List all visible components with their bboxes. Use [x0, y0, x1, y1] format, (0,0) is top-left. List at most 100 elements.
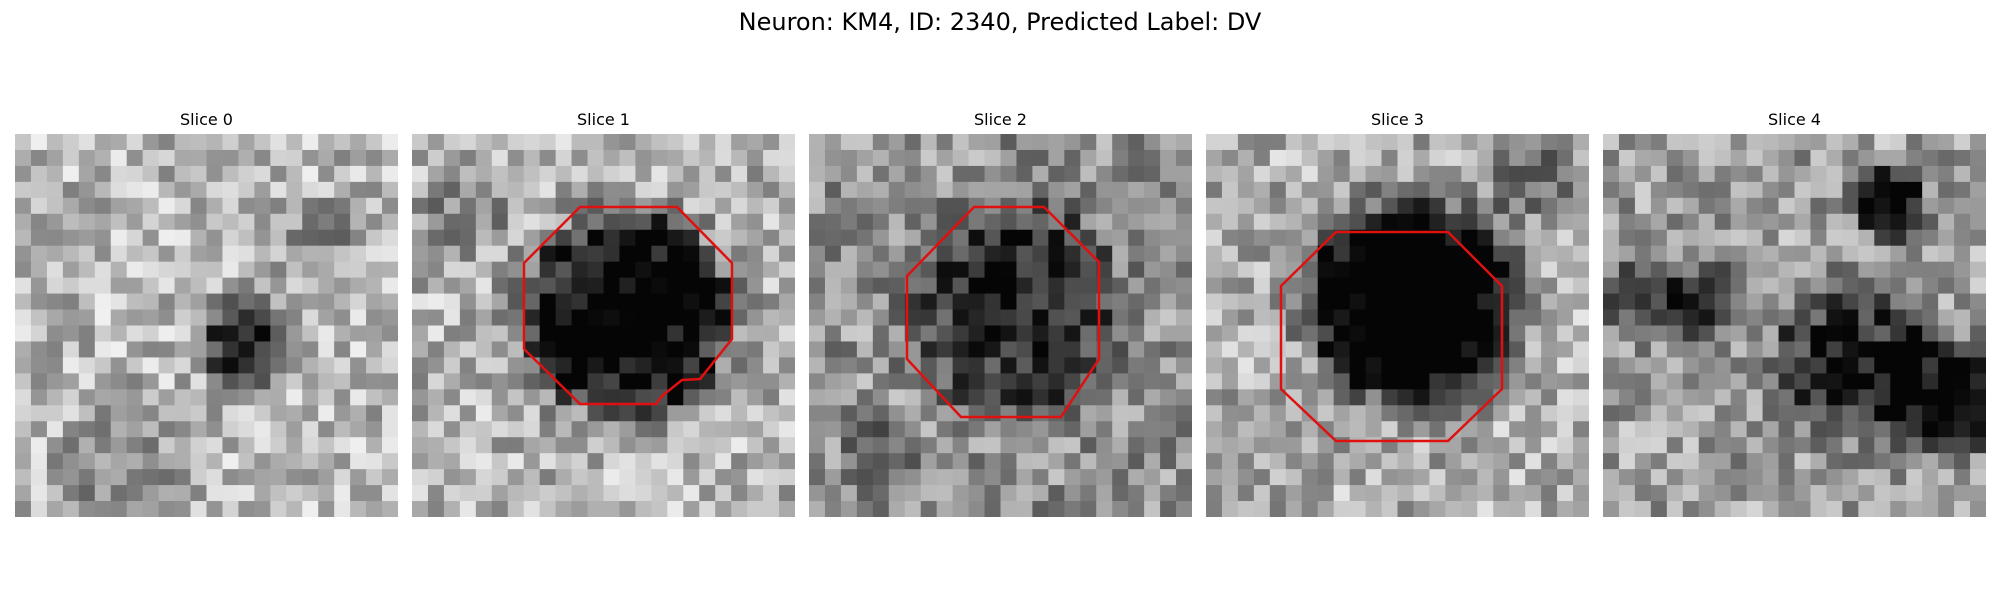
pixel: [1714, 229, 1732, 247]
pixel: [888, 245, 906, 263]
pixel: [824, 134, 842, 151]
pixel: [1874, 134, 1891, 151]
pixel: [1762, 469, 1780, 486]
pixel: [1461, 357, 1478, 374]
pixel: [1128, 261, 1145, 279]
pixel: [158, 245, 176, 263]
pixel: [1285, 485, 1303, 502]
pixel: [1206, 437, 1223, 454]
pixel: [1573, 309, 1589, 327]
pixel: [1048, 421, 1065, 438]
pixel: [1874, 325, 1891, 343]
pixel: [968, 453, 986, 470]
slice-panel-4: Slice 4: [1603, 110, 1986, 517]
pixel: [15, 165, 32, 183]
pixel: [15, 261, 32, 279]
pixel: [1237, 469, 1255, 486]
pixel: [1096, 245, 1113, 263]
pixel: [142, 405, 160, 422]
pixel: [1445, 245, 1462, 263]
pixel: [1954, 309, 1971, 327]
pixel: [1365, 293, 1383, 311]
pixel: [1618, 501, 1636, 517]
pixel: [731, 501, 748, 517]
pixel: [539, 197, 557, 215]
pixel: [78, 325, 96, 343]
pixel: [1794, 421, 1812, 438]
pixel: [683, 357, 700, 374]
pixel: [46, 213, 64, 231]
pixel: [888, 134, 906, 151]
pixel: [1603, 421, 1620, 438]
pixel: [443, 134, 461, 151]
pixel: [222, 165, 240, 183]
pixel: [1000, 213, 1018, 231]
pixel: [46, 453, 64, 470]
pixel: [318, 197, 335, 215]
pixel: [1698, 437, 1716, 454]
pixel: [1269, 341, 1287, 359]
pixel: [1541, 469, 1558, 486]
pixel: [443, 165, 461, 183]
pixel: [1826, 437, 1843, 454]
pixel: [888, 293, 906, 311]
pixel: [334, 277, 351, 295]
pixel: [1144, 165, 1161, 183]
pixel: [1048, 341, 1065, 359]
pixel: [699, 485, 716, 502]
pixel: [1970, 469, 1986, 486]
pixel: [1938, 197, 1955, 215]
pixel: [856, 325, 874, 343]
pixel: [190, 134, 208, 151]
pixel: [1144, 325, 1161, 343]
pixel: [952, 357, 970, 374]
pixel: [1445, 373, 1462, 390]
pixel: [158, 437, 176, 454]
pixel: [158, 165, 176, 183]
pixel: [142, 165, 160, 183]
pixel: [840, 213, 858, 231]
pixel: [1285, 357, 1303, 374]
pixel: [1746, 134, 1764, 151]
pixel: [1618, 245, 1636, 263]
pixel: [1381, 389, 1399, 406]
pixel: [110, 325, 128, 343]
pixel: [1618, 405, 1636, 422]
pixel: [1000, 309, 1018, 327]
pixel: [1381, 293, 1399, 311]
pixel: [174, 277, 192, 295]
pixel: [507, 341, 525, 359]
pixel: [350, 197, 367, 215]
pixel: [46, 181, 64, 199]
pixel: [1842, 485, 1859, 502]
pixel: [1650, 261, 1668, 279]
pixel: [222, 149, 240, 167]
pixel: [1557, 485, 1574, 502]
pixel: [1000, 245, 1018, 263]
pixel: [1349, 501, 1367, 517]
pixel: [1000, 134, 1018, 151]
pixel: [747, 501, 764, 517]
pixel: [1778, 485, 1796, 502]
pixel: [1429, 453, 1446, 470]
pixel: [1048, 293, 1065, 311]
pixel: [1317, 373, 1335, 390]
pixel: [1842, 421, 1859, 438]
pixel: [1541, 309, 1558, 327]
pixel: [1461, 325, 1478, 343]
pixel: [1922, 421, 1939, 438]
pixel: [1112, 181, 1129, 199]
pixel: [206, 213, 224, 231]
pixel: [667, 421, 684, 438]
pixel: [382, 261, 398, 279]
pixel: [1160, 437, 1177, 454]
pixel: [366, 389, 383, 406]
pixel: [1206, 245, 1223, 263]
pixel: [856, 134, 874, 151]
pixel: [1237, 229, 1255, 247]
pixel: [635, 405, 652, 422]
pixel: [1285, 389, 1303, 406]
pixel: [1285, 405, 1303, 422]
pixel: [1906, 149, 1923, 167]
pixel: [443, 469, 461, 486]
